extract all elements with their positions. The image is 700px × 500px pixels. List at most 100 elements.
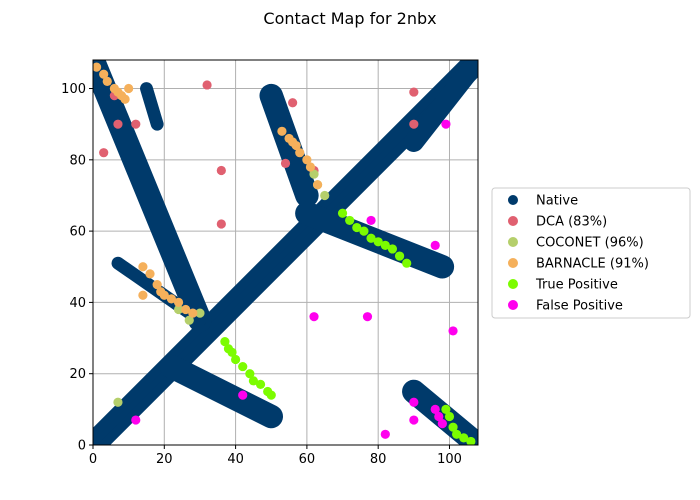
- false-positive-point: [437, 419, 447, 429]
- dca-83-point: [409, 119, 419, 129]
- dca-83-point: [280, 158, 291, 168]
- axis-ticks: 0 20 40 60 80 100 0 20 40 60 80 100: [61, 82, 462, 467]
- x-tick-label: 20: [156, 452, 173, 467]
- barnacle-91-point: [93, 62, 102, 72]
- barnacle-91-point: [312, 180, 323, 190]
- true-positive-point: [373, 237, 383, 247]
- barnacle-91-point: [277, 126, 287, 136]
- barnacle-91-point: [99, 69, 109, 79]
- native-contact-band: [259, 83, 319, 208]
- barnacle-91-point: [295, 148, 305, 158]
- native-contact-band: [403, 60, 478, 152]
- true-positive-point: [352, 222, 362, 233]
- legend-marker: [508, 195, 518, 205]
- dca-83-point: [131, 119, 141, 129]
- native-series: [93, 60, 478, 445]
- true-positive-point: [345, 215, 355, 226]
- barnacle-91-point: [120, 94, 130, 104]
- dca-83-point: [202, 80, 212, 90]
- x-tick-label: 100: [437, 452, 462, 467]
- barnacle-91-point: [291, 140, 301, 151]
- true-positive-point: [448, 422, 458, 432]
- legend-label: Native: [536, 194, 578, 209]
- true-positive-point: [402, 258, 412, 268]
- scatter-points: [93, 62, 476, 445]
- true-positive-point: [238, 361, 248, 372]
- native-contact-band: [140, 82, 164, 131]
- barnacle-91-point: [166, 294, 177, 304]
- false-positive-point: [362, 312, 373, 322]
- dca-83-point: [288, 98, 298, 108]
- true-positive-point: [337, 208, 348, 218]
- legend-marker: [508, 258, 518, 268]
- native-contact-band: [159, 354, 284, 429]
- coconet-96-point: [309, 169, 319, 179]
- y-tick-label: 80: [69, 153, 86, 168]
- true-positive-point: [248, 376, 259, 386]
- legend-marker: [508, 279, 518, 289]
- barnacle-91-point: [124, 83, 134, 94]
- legend-box: [491, 187, 691, 319]
- true-positive-point: [380, 240, 390, 250]
- y-tick-label: 100: [61, 82, 86, 97]
- true-positive-point: [387, 244, 398, 254]
- dca-83-point: [113, 119, 123, 129]
- dca-83-point: [409, 87, 419, 97]
- plot-area-frame: [92, 59, 479, 446]
- dca-83-point: [216, 219, 226, 229]
- true-positive-point: [394, 251, 405, 261]
- dca-83-point: [216, 165, 226, 176]
- y-tick-label: 0: [78, 439, 86, 454]
- true-positive-point: [220, 337, 230, 347]
- false-positive-point: [131, 415, 141, 425]
- x-tick-label: 0: [89, 452, 97, 467]
- barnacle-91-point: [188, 308, 198, 318]
- coconet-96-point: [113, 397, 123, 407]
- true-positive-point: [266, 390, 276, 400]
- legend-marker: [508, 237, 518, 247]
- barnacle-91-point: [159, 290, 169, 300]
- legend-label: DCA (83%): [536, 215, 607, 230]
- barnacle-91-point: [145, 269, 155, 279]
- coconet-96-point: [320, 190, 330, 201]
- barnacle-91-point: [152, 279, 162, 290]
- barnacle-91-point: [138, 290, 148, 300]
- coconet-96-point: [184, 315, 194, 325]
- true-positive-point: [227, 347, 237, 357]
- coconet-96-point: [173, 304, 184, 315]
- native-contact-band: [93, 60, 472, 439]
- true-positive-point: [452, 429, 462, 439]
- barnacle-91-point: [173, 297, 184, 308]
- false-positive-point: [380, 429, 390, 439]
- false-positive-point: [409, 415, 419, 425]
- dca-83-point: [99, 148, 109, 158]
- false-positive-point: [309, 312, 319, 322]
- coconet-96-point: [195, 308, 205, 318]
- legend-label: BARNACLE (91%): [536, 257, 649, 272]
- false-positive-point: [409, 397, 419, 407]
- y-tick-label: 60: [69, 225, 86, 240]
- true-positive-point: [245, 369, 255, 379]
- true-positive-point: [441, 404, 451, 414]
- barnacle-91-point: [305, 162, 316, 172]
- true-positive-point: [359, 226, 369, 236]
- true-positive-point: [459, 433, 469, 443]
- true-positive-point: [255, 379, 266, 389]
- barnacle-91-point: [102, 76, 112, 86]
- legend-marker: [508, 300, 518, 310]
- false-positive-point: [366, 215, 376, 226]
- legend-label: True Positive: [535, 278, 618, 293]
- y-tick-label: 20: [69, 367, 86, 382]
- true-positive-point: [444, 411, 455, 422]
- x-tick-label: 80: [370, 452, 387, 467]
- false-positive-point: [448, 326, 458, 336]
- barnacle-91-point: [302, 155, 312, 165]
- false-positive-point: [238, 390, 248, 400]
- false-positive-point: [430, 240, 440, 250]
- y-tick-label: 40: [69, 296, 86, 311]
- true-positive-point: [230, 354, 241, 365]
- barnacle-91-point: [181, 304, 191, 315]
- false-positive-point: [434, 411, 444, 422]
- legend-marker: [508, 216, 518, 226]
- true-positive-point: [466, 436, 476, 445]
